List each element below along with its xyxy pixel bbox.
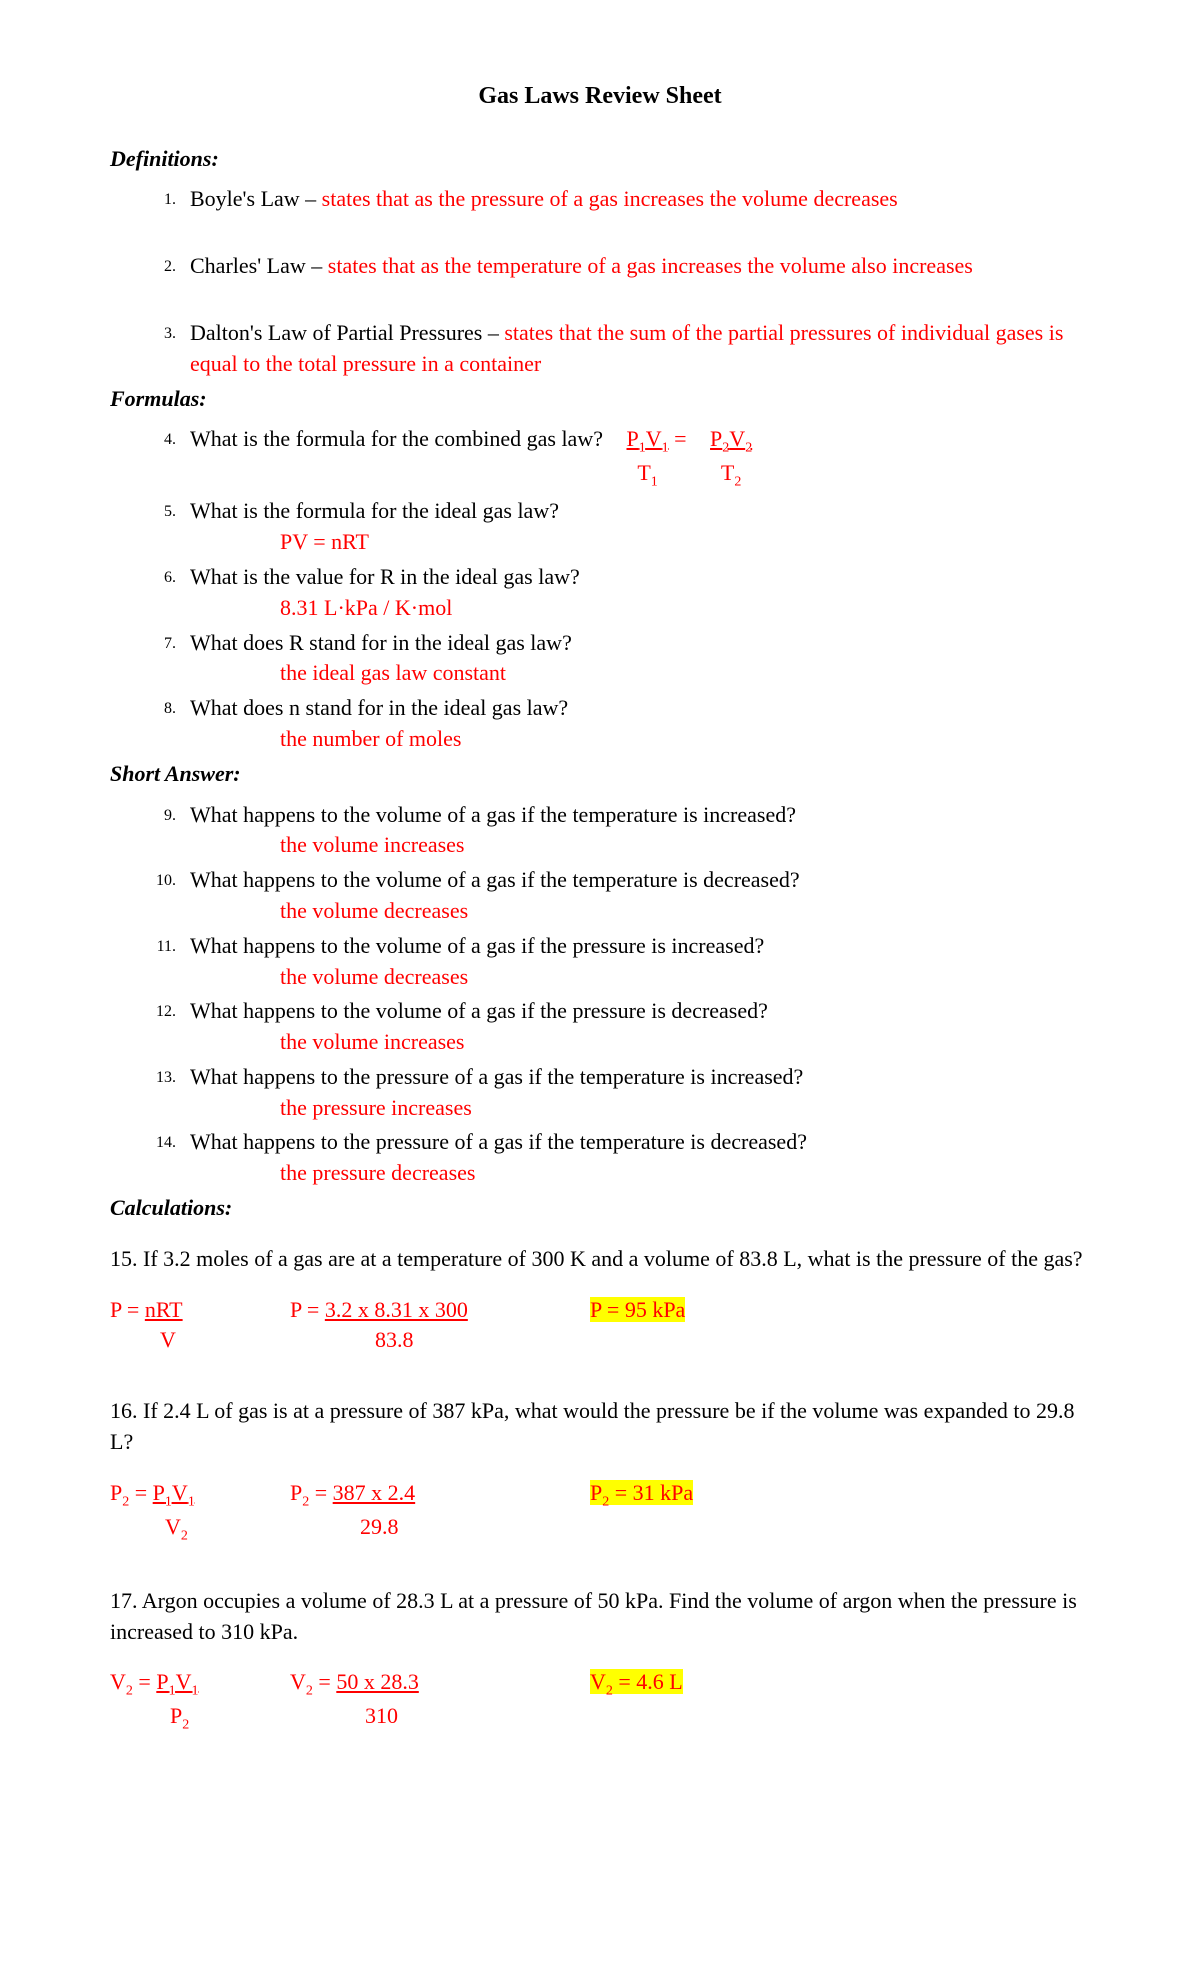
calc-answer-17: V2 = 4.6 L [590,1669,683,1694]
item-number: 7. [140,628,190,690]
answer: the pressure increases [190,1093,1090,1124]
definition-item: 2. Charles' Law – states that as the tem… [140,251,1090,282]
short-item: 10. What happens to the volume of a gas … [140,865,1090,927]
short-item: 14. What happens to the pressure of a ga… [140,1127,1090,1189]
short-answer-header: Short Answer: [110,759,1090,790]
answer: the ideal gas law constant [190,658,1090,689]
item-number: 3. [140,318,190,380]
item-number: 11. [140,931,190,993]
calc-question-15: 15. If 3.2 moles of a gas are at a tempe… [110,1244,1090,1275]
short-item: 9. What happens to the volume of a gas i… [140,800,1090,862]
item-number: 5. [140,496,190,558]
calc-work-15: P = nRT V P = 3.2 x 8.31 x 300 83.8 P = … [110,1295,1090,1357]
question: What does R stand for in the ideal gas l… [190,630,572,655]
combined-gas-law-formula: P1V1 T1 [626,424,668,492]
equals: = [674,424,686,455]
item-number: 14. [140,1127,190,1189]
question: What is the value for R in the ideal gas… [190,564,580,589]
calc-question-17: 17. Argon occupies a volume of 28.3 L at… [110,1586,1090,1648]
definition-item: 3. Dalton's Law of Partial Pressures – s… [140,318,1090,380]
item-number: 8. [140,693,190,755]
question: What happens to the pressure of a gas if… [190,1064,803,1089]
short-item: 11. What happens to the volume of a gas … [140,931,1090,993]
calc-work-17: V2 = P1V1 P2 V2 = 50 x 28.3 310 V2 = 4.6… [110,1667,1090,1735]
item-number: 9. [140,800,190,862]
page-title: Gas Laws Review Sheet [110,80,1090,114]
question: What is the formula for the combined gas… [190,426,603,451]
term: Dalton's Law of Partial Pressures – [190,320,499,345]
calc-work-16: P2 = P1V1 V2 P2 = 387 x 2.4 29.8 P2 = 31… [110,1478,1090,1546]
formula-item: 6. What is the value for R in the ideal … [140,562,1090,624]
calculations-header: Calculations: [110,1193,1090,1224]
question: What is the formula for the ideal gas la… [190,498,559,523]
answer: the volume increases [190,830,1090,861]
question: What happens to the volume of a gas if t… [190,933,764,958]
answer: the volume decreases [190,896,1090,927]
calc-answer-16: P2 = 31 kPa [590,1480,693,1505]
short-item: 13. What happens to the pressure of a ga… [140,1062,1090,1124]
answer: 8.31 L·kPa / K·mol [190,593,1090,624]
question: What happens to the volume of a gas if t… [190,802,796,827]
definition-item: 1. Boyle's Law – states that as the pres… [140,184,1090,215]
formula-item: 4. What is the formula for the combined … [140,424,1090,492]
item-number: 6. [140,562,190,624]
calc-answer-15: P = 95 kPa [590,1297,685,1322]
answer: the pressure decreases [190,1158,1090,1189]
answer: the volume decreases [190,962,1090,993]
question: What does n stand for in the ideal gas l… [190,695,568,720]
question: What happens to the pressure of a gas if… [190,1129,807,1154]
item-number: 13. [140,1062,190,1124]
answer: PV = nRT [190,527,1090,558]
term: Boyle's Law – [190,186,316,211]
item-number: 10. [140,865,190,927]
item-number: 4. [140,424,190,492]
definitions-header: Definitions: [110,144,1090,175]
formula-item: 7. What does R stand for in the ideal ga… [140,628,1090,690]
question: What happens to the volume of a gas if t… [190,867,800,892]
question: What happens to the volume of a gas if t… [190,998,768,1023]
answer: the number of moles [190,724,1090,755]
item-number: 12. [140,996,190,1058]
answer: states that as the pressure of a gas inc… [316,186,898,211]
term: Charles' Law – [190,253,322,278]
formula-item: 8. What does n stand for in the ideal ga… [140,693,1090,755]
answer: states that as the temperature of a gas … [322,253,973,278]
answer: the volume increases [190,1027,1090,1058]
item-number: 1. [140,184,190,215]
item-number: 2. [140,251,190,282]
calc-question-16: 16. If 2.4 L of gas is at a pressure of … [110,1396,1090,1458]
formulas-header: Formulas: [110,384,1090,415]
combined-gas-law-formula: P2V2 T2 [710,424,752,492]
formula-item: 5. What is the formula for the ideal gas… [140,496,1090,558]
short-item: 12. What happens to the volume of a gas … [140,996,1090,1058]
